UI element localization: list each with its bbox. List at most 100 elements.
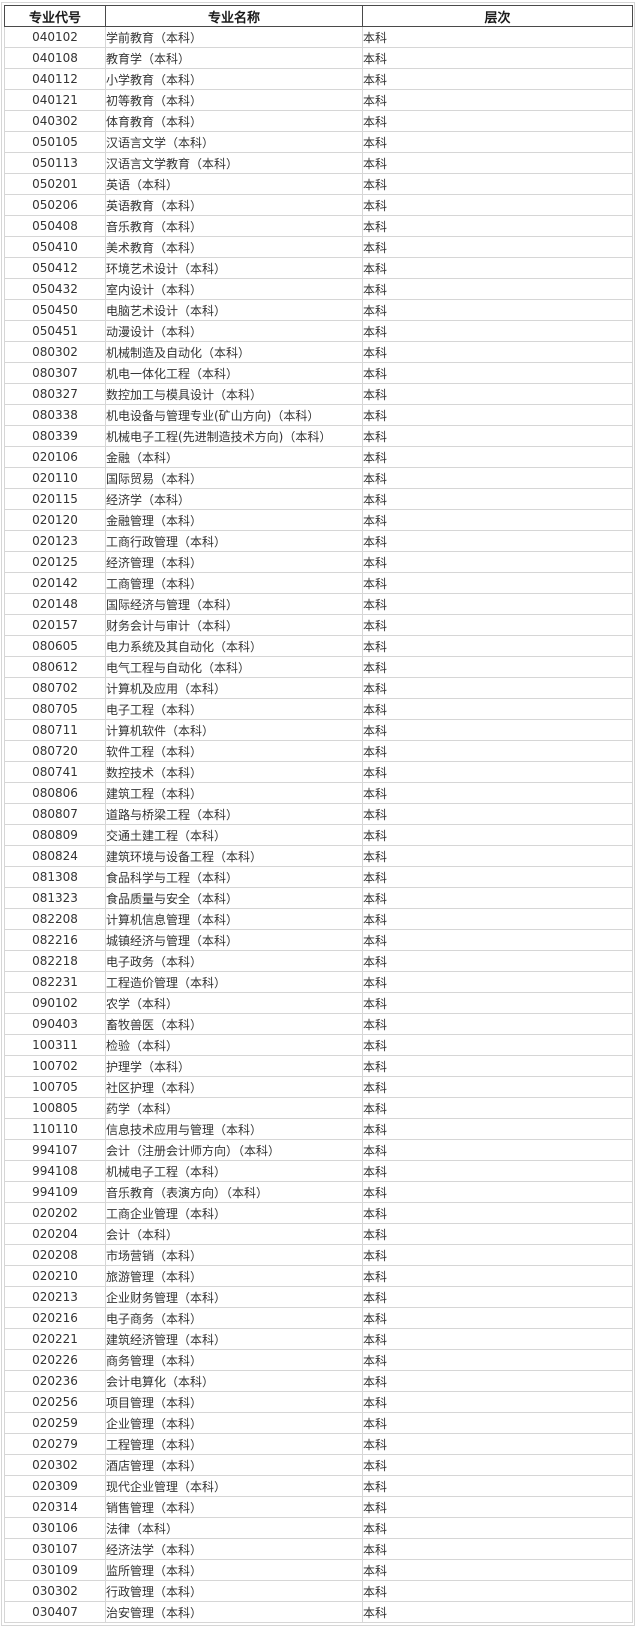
level-cell: 本科 [362, 572, 633, 594]
major-name-cell: 音乐教育（本科） [105, 215, 363, 237]
table-row: 080302 机械制造及自动化（本科） 本科 [4, 341, 633, 363]
major-name-cell: 电子商务（本科） [105, 1307, 363, 1329]
major-code-cell: 020142 [4, 572, 106, 594]
level-cell: 本科 [362, 1244, 633, 1266]
table-row: 020226 商务管理（本科） 本科 [4, 1349, 633, 1371]
major-name-cell: 软件工程（本科） [105, 740, 363, 762]
major-name-cell: 汉语言文学（本科） [105, 131, 363, 153]
major-code-cell: 020115 [4, 488, 106, 510]
major-name-cell: 建筑工程（本科） [105, 782, 363, 804]
table-row: 050408 音乐教育（本科） 本科 [4, 215, 633, 237]
major-code-cell: 080809 [4, 824, 106, 846]
level-cell: 本科 [362, 1517, 633, 1539]
level-cell: 本科 [362, 257, 633, 279]
level-cell: 本科 [362, 929, 633, 951]
table-row: 020125 经济管理（本科） 本科 [4, 551, 633, 573]
table-row: 082231 工程造价管理（本科） 本科 [4, 971, 633, 993]
level-cell: 本科 [362, 1307, 633, 1329]
level-cell: 本科 [362, 719, 633, 741]
major-code-cell: 050410 [4, 236, 106, 258]
level-cell: 本科 [362, 761, 633, 783]
table-row: 020204 会计（本科） 本科 [4, 1223, 633, 1245]
major-name-cell: 法律（本科） [105, 1517, 363, 1539]
major-code-cell: 050206 [4, 194, 106, 216]
major-code-cell: 020226 [4, 1349, 106, 1371]
level-cell: 本科 [362, 89, 633, 111]
major-code-cell: 020221 [4, 1328, 106, 1350]
major-code-cell: 030107 [4, 1538, 106, 1560]
level-cell: 本科 [362, 1412, 633, 1434]
major-name-cell: 英语（本科） [105, 173, 363, 195]
major-name-cell: 工商管理（本科） [105, 572, 363, 594]
major-name-cell: 建筑环境与设备工程（本科） [105, 845, 363, 867]
level-cell: 本科 [362, 1433, 633, 1455]
major-code-cell: 082231 [4, 971, 106, 993]
table-row: 030109 监所管理（本科） 本科 [4, 1559, 633, 1581]
major-name-cell: 建筑经济管理（本科） [105, 1328, 363, 1350]
level-cell: 本科 [362, 1328, 633, 1350]
major-code-cell: 080720 [4, 740, 106, 762]
major-code-cell: 080741 [4, 761, 106, 783]
major-code-cell: 100805 [4, 1097, 106, 1119]
major-code-cell: 994108 [4, 1160, 106, 1182]
table-row: 080605 电力系统及其自动化（本科） 本科 [4, 635, 633, 657]
major-code-cell: 082208 [4, 908, 106, 930]
major-code-cell: 050105 [4, 131, 106, 153]
level-cell: 本科 [362, 173, 633, 195]
level-cell: 本科 [362, 152, 633, 174]
major-name-cell: 电脑艺术设计（本科） [105, 299, 363, 321]
column-header-major-code: 专业代号 [4, 5, 106, 27]
table-body: 040102 学前教育（本科） 本科 040108 教育学（本科） 本科 040112 小学教… [4, 26, 633, 1623]
major-code-cell: 100311 [4, 1034, 106, 1056]
level-cell: 本科 [362, 1034, 633, 1056]
major-name-cell: 农学（本科） [105, 992, 363, 1014]
major-name-cell: 英语教育（本科） [105, 194, 363, 216]
level-cell: 本科 [362, 194, 633, 216]
major-code-cell: 080702 [4, 677, 106, 699]
table-row: 080806 建筑工程（本科） 本科 [4, 782, 633, 804]
table-row: 020106 金融（本科） 本科 [4, 446, 633, 468]
major-name-cell: 室内设计（本科） [105, 278, 363, 300]
level-cell: 本科 [362, 1601, 633, 1623]
table-row: 040108 教育学（本科） 本科 [4, 47, 633, 69]
major-code-cell: 080612 [4, 656, 106, 678]
major-code-cell: 030302 [4, 1580, 106, 1602]
table-row: 020157 财务会计与审计（本科） 本科 [4, 614, 633, 636]
table-row: 020142 工商管理（本科） 本科 [4, 572, 633, 594]
major-name-cell: 食品质量与安全（本科） [105, 887, 363, 909]
level-cell: 本科 [362, 845, 633, 867]
level-cell: 本科 [362, 1475, 633, 1497]
major-name-cell: 汉语言文学教育（本科） [105, 152, 363, 174]
major-code-cell: 020216 [4, 1307, 106, 1329]
table-row: 020309 现代企业管理（本科） 本科 [4, 1475, 633, 1497]
table-row: 080720 软件工程（本科） 本科 [4, 740, 633, 762]
table-row: 082208 计算机信息管理（本科） 本科 [4, 908, 633, 930]
level-cell: 本科 [362, 992, 633, 1014]
major-code-cell: 020279 [4, 1433, 106, 1455]
level-cell: 本科 [362, 1223, 633, 1245]
table-row: 082218 电子政务（本科） 本科 [4, 950, 633, 972]
major-name-cell: 工程造价管理（本科） [105, 971, 363, 993]
table-row: 020210 旅游管理（本科） 本科 [4, 1265, 633, 1287]
level-cell: 本科 [362, 1559, 633, 1581]
table-row: 020123 工商行政管理（本科） 本科 [4, 530, 633, 552]
level-cell: 本科 [362, 68, 633, 90]
major-name-cell: 计算机及应用（本科） [105, 677, 363, 699]
major-code-cell: 030407 [4, 1601, 106, 1623]
table-row: 080741 数控技术（本科） 本科 [4, 761, 633, 783]
table-row: 020302 酒店管理（本科） 本科 [4, 1454, 633, 1476]
major-name-cell: 电力系统及其自动化（本科） [105, 635, 363, 657]
level-cell: 本科 [362, 425, 633, 447]
level-cell: 本科 [362, 1181, 633, 1203]
table-row: 030302 行政管理（本科） 本科 [4, 1580, 633, 1602]
major-code-cell: 080307 [4, 362, 106, 384]
major-name-cell: 电气工程与自动化（本科） [105, 656, 363, 678]
major-code-cell: 030109 [4, 1559, 106, 1581]
level-cell: 本科 [362, 824, 633, 846]
table-row: 020202 工商企业管理（本科） 本科 [4, 1202, 633, 1224]
major-name-cell: 检验（本科） [105, 1034, 363, 1056]
table-row: 050412 环境艺术设计（本科） 本科 [4, 257, 633, 279]
level-cell: 本科 [362, 1013, 633, 1035]
major-name-cell: 财务会计与审计（本科） [105, 614, 363, 636]
